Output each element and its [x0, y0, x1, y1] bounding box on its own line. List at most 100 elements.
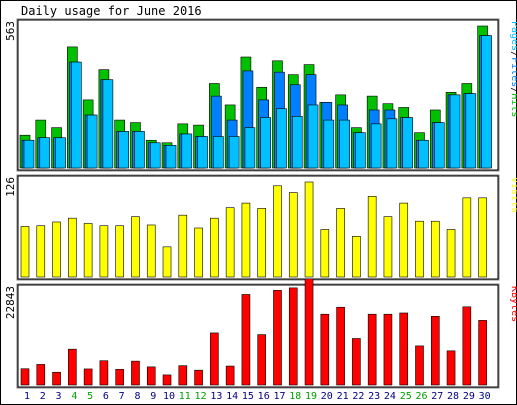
bar-visits	[478, 197, 487, 278]
bar-kbytes	[352, 338, 361, 386]
bar-visits	[446, 229, 456, 278]
x-tick-label: 24	[384, 391, 396, 402]
bar-pages	[307, 104, 319, 169]
bar-visits	[462, 197, 472, 278]
x-tick-label: 21	[337, 391, 349, 402]
bar-visits	[146, 224, 156, 278]
bar-visits	[20, 226, 30, 278]
x-tick-label: 26	[415, 391, 427, 402]
bar-kbytes	[336, 306, 345, 386]
legend-entry: /	[509, 87, 517, 93]
panel-inner-frame	[17, 19, 499, 171]
x-tick-label: 1	[24, 391, 30, 402]
bar-kbytes	[367, 313, 377, 386]
bar-visits	[194, 227, 203, 278]
panel-kbytes: 22843 KBytes	[4, 278, 517, 389]
bar-kbytes	[415, 345, 424, 386]
x-tick-label: 14	[226, 391, 238, 402]
bar-kbytes	[146, 366, 156, 386]
bar-pages	[449, 94, 461, 169]
bar-visits	[210, 217, 219, 278]
bar-pages	[86, 114, 98, 169]
bar-pages	[291, 115, 303, 169]
bar-kbytes	[194, 369, 203, 386]
x-tick-label: 27	[431, 391, 443, 402]
bar-kbytes	[399, 312, 409, 386]
bar-visits	[304, 181, 314, 278]
x-tick-label: 13	[210, 391, 222, 402]
bar-pages	[213, 136, 224, 169]
bar-visits	[83, 223, 93, 278]
x-tick-label: 9	[150, 391, 156, 402]
legend-entry: KBytes	[509, 286, 517, 322]
bar-kbytes	[462, 306, 472, 386]
bar-pages	[402, 117, 414, 169]
legend-entry: Visits	[509, 177, 517, 213]
bar-kbytes	[115, 369, 124, 386]
x-tick-label: 6	[103, 391, 109, 402]
bar-visits	[178, 214, 188, 278]
bar-pages	[386, 118, 398, 169]
x-tick-label: 4	[71, 391, 77, 402]
x-tick-label: 18	[289, 391, 301, 402]
x-tick-label: 3	[56, 391, 62, 402]
bar-pages	[181, 133, 193, 169]
x-tick-label: 22	[352, 391, 364, 402]
bar-pages	[134, 131, 145, 169]
bar-kbytes	[99, 360, 109, 386]
bar-pages	[118, 131, 129, 169]
x-tick-label: 11	[179, 391, 191, 402]
bar-pages	[165, 145, 177, 169]
bar-visits	[52, 221, 61, 278]
bar-visits	[36, 225, 46, 278]
bar-pages	[102, 79, 114, 169]
bar-kbytes	[383, 313, 393, 386]
x-tick-label: 29	[463, 391, 475, 402]
panel-max-label: 563	[4, 21, 17, 41]
bar-kbytes	[478, 320, 487, 386]
panel-visits: 126 Visits	[4, 174, 517, 281]
x-tick-label: 10	[163, 391, 175, 402]
bar-pages	[276, 108, 287, 169]
bar-visits	[131, 216, 140, 278]
bar-pages	[55, 137, 66, 169]
bar-pages	[71, 61, 82, 169]
bar-pages	[465, 93, 477, 169]
panel-inner-frame	[17, 175, 499, 280]
x-tick-label: 8	[134, 391, 140, 402]
bar-kbytes	[257, 334, 267, 386]
bar-visits	[352, 235, 361, 278]
x-tick-label: 16	[258, 391, 270, 402]
bar-visits	[415, 220, 424, 278]
bar-visits	[336, 208, 345, 278]
bar-kbytes	[288, 287, 298, 386]
bar-pages	[260, 117, 272, 169]
bar-pages	[149, 142, 161, 169]
bar-pages	[323, 119, 335, 169]
x-tick-label: 20	[321, 391, 333, 402]
bar-kbytes	[162, 374, 172, 386]
bar-visits	[162, 246, 172, 278]
bar-kbytes	[446, 350, 456, 386]
bar-kbytes	[131, 360, 140, 386]
x-tick-label: 12	[195, 391, 207, 402]
bar-visits	[383, 216, 393, 278]
bar-pages	[481, 35, 492, 169]
bar-kbytes	[68, 348, 77, 386]
bar-pages	[39, 137, 51, 169]
panel-inner-frame	[17, 284, 499, 388]
bar-kbytes	[273, 290, 282, 386]
bar-pages	[418, 139, 429, 169]
bar-visits	[225, 207, 235, 278]
legend-entry: Files	[509, 57, 517, 87]
x-tick-label: 15	[242, 391, 254, 402]
bar-visits	[273, 185, 282, 278]
x-tick-label: 30	[479, 391, 491, 402]
bar-pages	[433, 122, 445, 169]
bar-visits	[99, 225, 109, 278]
bar-pages	[228, 136, 240, 169]
bar-visits	[241, 202, 251, 278]
